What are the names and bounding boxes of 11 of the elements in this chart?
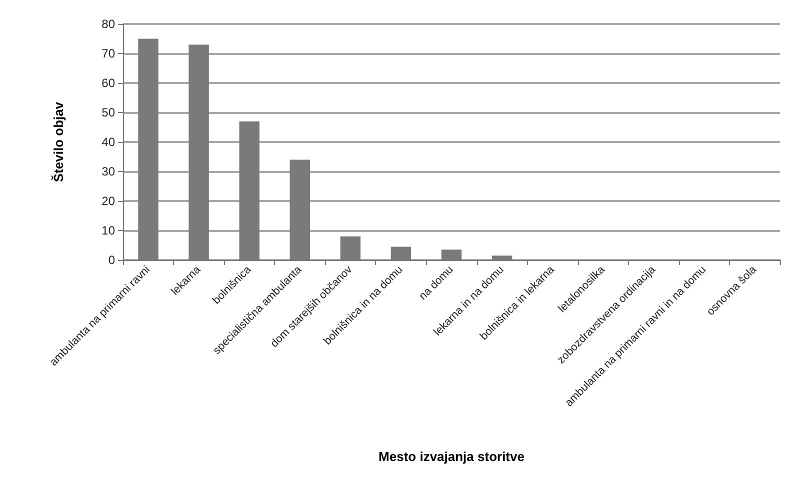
- y-tick-label: 40: [102, 135, 116, 149]
- x-axis-title: Mesto izvajanja storitve: [378, 449, 524, 464]
- y-tick-label: 50: [102, 106, 116, 120]
- y-tick-label: 60: [102, 76, 116, 90]
- y-tick-label: 0: [108, 253, 116, 267]
- y-tick-label: 30: [102, 164, 116, 178]
- y-tick-label: 10: [102, 224, 116, 238]
- y-tick-label: 80: [102, 17, 116, 31]
- y-axis-title: Število objav: [51, 101, 66, 182]
- y-tick-label: 70: [102, 46, 116, 60]
- y-tick-label: 20: [102, 194, 116, 208]
